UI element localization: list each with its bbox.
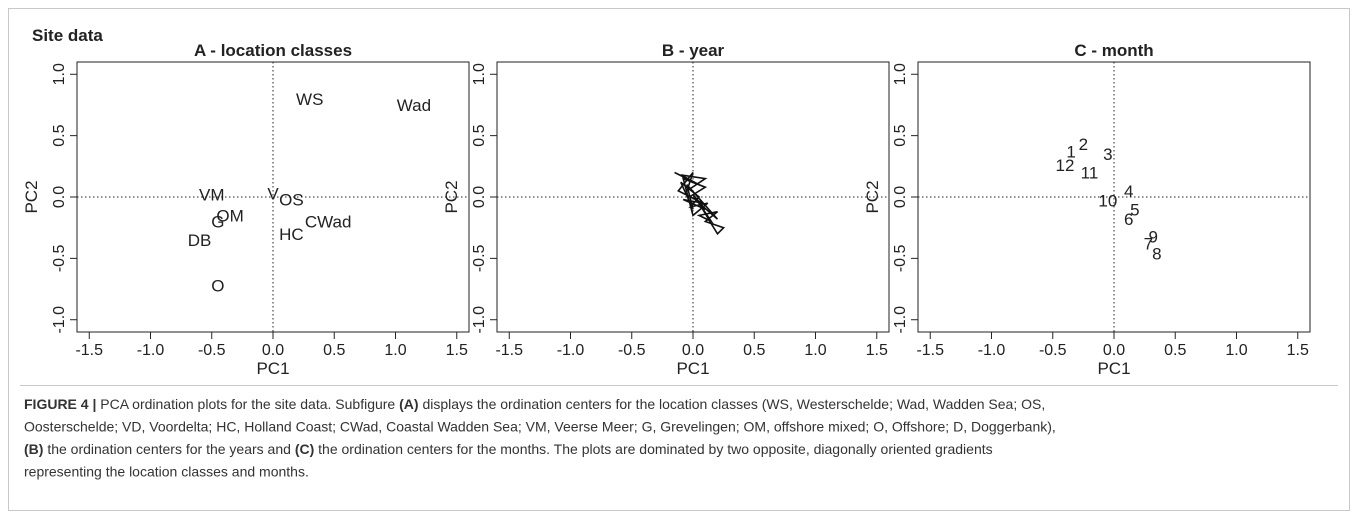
y-tick-label: -0.5	[471, 244, 488, 272]
x-tick-label: -1.0	[137, 342, 165, 359]
caption-run: representing the location classes and mo…	[24, 464, 309, 480]
caption-run: FIGURE 4 |	[24, 396, 100, 412]
y-tick-label: -0.5	[51, 244, 68, 272]
y-tick-label: 0.5	[471, 124, 488, 146]
point-label: 4	[1124, 182, 1133, 201]
x-tick-label: -1.0	[978, 342, 1006, 359]
y-tick-label: 0.0	[51, 186, 68, 208]
caption-run: (A)	[399, 396, 418, 412]
y-tick-label: -1.0	[471, 306, 488, 334]
point-label: 9	[1148, 227, 1157, 246]
y-tick-label: 0.0	[471, 186, 488, 208]
x-tick-label: 1.5	[446, 342, 468, 359]
caption-run: Oosterschelde; VD, Voordelta; HC, Hollan…	[24, 419, 1056, 435]
x-tick-label: 1.0	[384, 342, 406, 359]
x-tick-label: -0.5	[618, 342, 646, 359]
point-label: 12	[1056, 156, 1075, 175]
point-label: 1	[1066, 143, 1075, 162]
caption-run: (C)	[295, 441, 314, 457]
point-label: 11	[1081, 163, 1099, 182]
y-axis-label: PC2	[863, 180, 882, 213]
x-tick-label: 0.5	[323, 342, 345, 359]
x-tick-label: 0.5	[1164, 342, 1186, 359]
point-label: 8	[1152, 244, 1161, 263]
caption-run: the ordination centers for the months. T…	[314, 441, 992, 457]
y-tick-label: 0.5	[892, 124, 909, 146]
year-path	[674, 171, 726, 236]
point-label: OS	[279, 190, 304, 209]
y-axis-label: PC2	[22, 180, 41, 213]
x-tick-label: -1.5	[495, 342, 523, 359]
caption-run: the ordination centers for the years and	[43, 441, 294, 457]
caption-run: (B)	[24, 441, 43, 457]
point-label: 6	[1124, 210, 1133, 229]
point-label: 3	[1103, 145, 1112, 164]
x-tick-label: 1.0	[1225, 342, 1247, 359]
y-tick-label: -1.0	[51, 306, 68, 334]
x-axis-label: PC1	[676, 359, 709, 378]
caption-run: displays the ordination centers for the …	[419, 396, 1046, 412]
point-label: 2	[1079, 135, 1088, 154]
caption-run: PCA ordination plots for the site data. …	[100, 396, 399, 412]
point-label: 10	[1098, 192, 1117, 211]
heading: Site data	[32, 26, 103, 45]
y-tick-label: -1.0	[892, 306, 909, 334]
x-tick-label: 0.0	[682, 342, 704, 359]
point-label: DB	[188, 231, 212, 250]
caption-line: (B) the ordination centers for the years…	[24, 441, 993, 457]
panel-title: B - year	[662, 41, 725, 60]
x-tick-label: 1.5	[1287, 342, 1309, 359]
y-tick-label: 0.0	[892, 186, 909, 208]
x-tick-label: 1.5	[866, 342, 888, 359]
x-tick-label: -1.5	[916, 342, 944, 359]
panel-title: A - location classes	[194, 41, 352, 60]
x-tick-label: -0.5	[198, 342, 226, 359]
y-tick-label: 1.0	[51, 63, 68, 85]
y-tick-label: 0.5	[51, 124, 68, 146]
x-axis-label: PC1	[1097, 359, 1130, 378]
y-tick-label: -0.5	[892, 244, 909, 272]
x-tick-label: -1.5	[75, 342, 103, 359]
caption-line: representing the location classes and mo…	[24, 464, 309, 480]
figure-border	[8, 8, 1350, 511]
point-label: G	[211, 213, 224, 232]
panel-title: C - month	[1074, 41, 1153, 60]
x-tick-label: 0.5	[743, 342, 765, 359]
point-label: HC	[279, 225, 304, 244]
x-tick-label: 0.0	[1103, 342, 1125, 359]
caption-line: FIGURE 4 | PCA ordination plots for the …	[24, 396, 1045, 412]
caption-line: Oosterschelde; VD, Voordelta; HC, Hollan…	[24, 419, 1056, 435]
y-axis-label: PC2	[442, 180, 461, 213]
point-label: WS	[296, 90, 323, 109]
point-label: Wad	[397, 96, 431, 115]
point-label: V	[267, 184, 279, 203]
y-tick-label: 1.0	[892, 63, 909, 85]
x-tick-label: -0.5	[1039, 342, 1067, 359]
point-label: O	[211, 276, 224, 295]
point-label: CWad	[305, 213, 352, 232]
point-label: 7	[1144, 235, 1153, 254]
x-tick-label: 1.0	[804, 342, 826, 359]
point-label: VM	[199, 186, 225, 205]
x-tick-label: -1.0	[557, 342, 585, 359]
y-tick-label: 1.0	[471, 63, 488, 85]
point-label: OM	[216, 206, 243, 225]
x-axis-label: PC1	[256, 359, 289, 378]
x-tick-label: 0.0	[262, 342, 284, 359]
point-label: 5	[1130, 200, 1139, 219]
